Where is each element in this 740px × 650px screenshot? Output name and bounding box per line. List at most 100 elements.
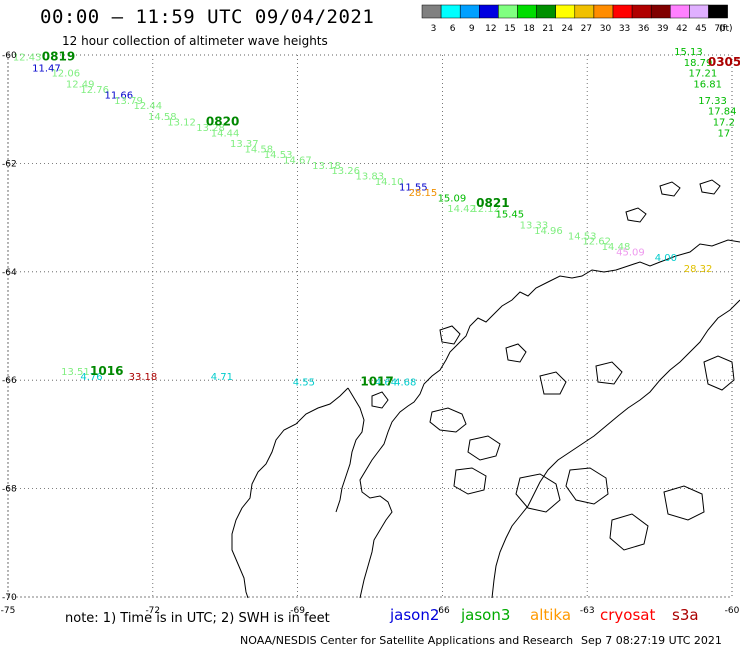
- legend-tick-label: 12: [485, 24, 496, 34]
- legend-tick-label: 42: [676, 24, 687, 34]
- wave-height-label: 15.45: [495, 210, 524, 221]
- legend-tick-label: 3: [431, 24, 437, 34]
- wave-height-label: 14.96: [534, 226, 563, 237]
- wave-height-label: 12.06: [51, 69, 80, 80]
- island-i: [703, 355, 735, 391]
- wave-height-label: 45.09: [616, 248, 645, 259]
- wave-height-label: 13.12: [167, 117, 196, 128]
- lon-tick-label: -60: [725, 606, 740, 616]
- pass-time-label: 1016: [90, 364, 123, 378]
- island-j: [539, 371, 567, 395]
- lon-tick-label: -72: [145, 606, 160, 616]
- wave-height-labels: 12.4311.4712.0612.4912.7611.6613.7912.44…: [13, 47, 740, 389]
- antarctic-peninsula-coast: [359, 239, 740, 599]
- island-l: [659, 181, 681, 197]
- satellite-label: s3a: [672, 606, 699, 624]
- wave-height-label: 14.44: [211, 128, 240, 139]
- lon-tick-label: -63: [580, 606, 595, 616]
- island-b: [467, 435, 501, 461]
- footer-note: note: 1) Time is in UTC; 2) SWH is in fe…: [65, 611, 330, 626]
- wave-height-label: 13.26: [331, 166, 360, 177]
- legend-tick-label: 70: [714, 24, 726, 34]
- island-h: [595, 361, 623, 385]
- pass-time-label: 0820: [206, 114, 239, 128]
- wave-height-label: 12.76: [80, 85, 109, 96]
- wave-height-label: 11.55: [399, 183, 428, 194]
- wave-height-label: 17.2: [713, 117, 735, 128]
- wave-height-label: 17.84: [708, 107, 737, 118]
- wave-height-label: 11.66: [105, 90, 134, 101]
- wave-height-label: 17.21: [689, 69, 718, 80]
- legend-tick-label: 24: [562, 24, 574, 34]
- island-m: [699, 179, 721, 195]
- wave-height-label: 14.67: [283, 155, 312, 166]
- island-d: [515, 473, 561, 513]
- legend-tick-label: 18: [523, 24, 535, 34]
- alexander-island-coast: [231, 387, 349, 599]
- legend-tick-label: 33: [619, 24, 630, 34]
- wave-height-label: 17.33: [698, 96, 727, 107]
- wave-height-label: 4.55: [293, 378, 315, 389]
- wave-height-label: 4.71: [211, 372, 233, 383]
- legend-tick-label: 27: [581, 24, 592, 34]
- pass-time-label: 0821: [476, 196, 509, 210]
- legend-tick-label: 21: [542, 24, 553, 34]
- wave-height-label: 13.51: [61, 367, 90, 378]
- lat-lon-grid: [7, 54, 733, 598]
- wave-height-label: 13.37: [230, 139, 259, 150]
- pass-time-label: 0305: [708, 55, 740, 69]
- island-c: [453, 467, 487, 495]
- wave-height-label: 18.79: [684, 58, 713, 69]
- wave-height-label: 4.68: [394, 378, 416, 389]
- lon-tick-label: -69: [290, 606, 305, 616]
- alexander-island-east: [335, 387, 365, 513]
- color-legend: 3 6 9 12 15 18 21 24 27 30 33 36 39 42 45 70(ft): [421, 4, 733, 34]
- wave-height-label: 28.32: [684, 264, 713, 275]
- wave-height-label: 12.49: [66, 80, 95, 91]
- island-k: [505, 343, 527, 363]
- wave-height-label: 14.10: [375, 177, 404, 188]
- wave-height-label: 15.13: [674, 47, 703, 58]
- wave-height-label: 13.18: [312, 161, 341, 172]
- satellite-label: jason2: [390, 606, 440, 624]
- wave-height-label: 28.15: [409, 188, 438, 199]
- page-subtitle: 12 hour collection of altimeter wave hei…: [62, 34, 328, 48]
- wave-height-label: 13.79: [114, 96, 143, 107]
- credit-line: NOAA/NESDIS Center for Satellite Applica…: [240, 634, 574, 647]
- wave-height-label: 16.81: [693, 80, 722, 91]
- wave-height-label: 13.33: [520, 220, 549, 231]
- wave-height-label: 12.44: [133, 101, 162, 112]
- island-g: [663, 485, 705, 521]
- lon-tick-label: -75: [1, 606, 16, 616]
- wave-height-label: 14.53: [264, 150, 293, 161]
- wave-height-label: 12.43: [13, 52, 42, 63]
- lat-tick-label: -60: [2, 51, 17, 61]
- wave-height-label: 33.18: [129, 372, 158, 383]
- lat-tick-label: -64: [2, 268, 17, 278]
- legend-swatch: [708, 4, 728, 19]
- lat-tick-label: -62: [2, 159, 17, 169]
- lat-tick-label: -70: [2, 593, 17, 603]
- legend-unit: (ft): [719, 24, 733, 34]
- map-frame: [7, 54, 733, 598]
- wave-height-label: 14.48: [602, 242, 631, 253]
- wave-height-label: 17: [718, 128, 731, 139]
- legend-tick-label: 6: [450, 24, 456, 34]
- island-a: [429, 407, 467, 433]
- wave-height-label: 4.64: [375, 378, 397, 389]
- pass-time-label: 0819: [42, 49, 75, 63]
- wave-height-label: 4.00: [655, 253, 677, 264]
- satellite-label: altika: [530, 606, 572, 624]
- satellite-label: jason3: [461, 606, 511, 624]
- legend-tick-label: 39: [657, 24, 669, 34]
- satellite-label: cryosat: [600, 606, 656, 624]
- lat-tick-label: -66: [2, 376, 17, 386]
- generation-timestamp: Sep 7 08:27:19 UTC 2021: [581, 634, 722, 647]
- legend-tick-label: 15: [504, 24, 515, 34]
- island-o: [439, 325, 461, 345]
- legend-tick-label: 36: [638, 24, 650, 34]
- wave-height-label: 12.62: [582, 237, 611, 248]
- legend-tick-label: 45: [695, 24, 706, 34]
- page-title: 00:00 – 11:59 UTC 09/04/2021: [40, 6, 375, 28]
